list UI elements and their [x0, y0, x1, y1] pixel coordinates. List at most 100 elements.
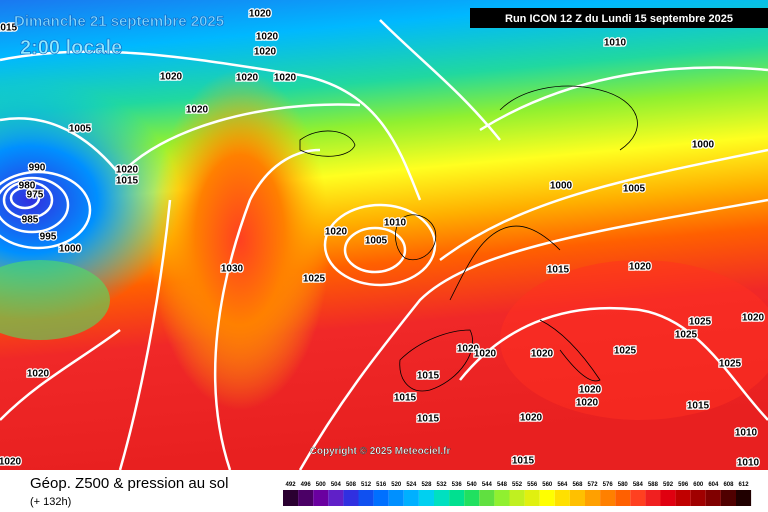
time: 2:00 locale [20, 37, 122, 59]
isobar-label: 1010 [384, 218, 407, 229]
legend-label: 516 [376, 482, 387, 488]
isobar-label: 1020 [27, 369, 50, 380]
isobar-label: 1020 [629, 262, 652, 273]
legend-label: 564 [557, 482, 568, 488]
legend-swatch [705, 490, 721, 506]
legend-label: 520 [391, 482, 402, 488]
isobar-label: 985 [22, 215, 39, 226]
legend-label: 524 [406, 482, 417, 488]
green-area [0, 260, 110, 340]
isobar-label: 1020 [520, 413, 543, 424]
legend-swatch [539, 490, 555, 506]
legend-swatch [449, 490, 465, 506]
legend-label: 536 [452, 482, 463, 488]
legend-swatch [569, 490, 585, 506]
legend-label: 568 [572, 482, 583, 488]
isobar-label: 1015 [417, 414, 440, 425]
legend-label: 604 [708, 482, 719, 488]
isobar-label: 1005 [623, 184, 646, 195]
isobar-label: 1020 [116, 165, 139, 176]
low-area [0, 80, 180, 320]
legend-label: 552 [512, 482, 523, 488]
isobar-label: 1015 [512, 456, 535, 467]
legend-swatch [736, 490, 752, 506]
legend-label: 576 [603, 482, 614, 488]
legend-swatch [418, 490, 434, 506]
legend-swatch [615, 490, 631, 506]
legend-label: 548 [497, 482, 508, 488]
legend-swatch [388, 490, 404, 506]
isobar-label: 1020 [256, 32, 279, 43]
red-area [500, 260, 768, 420]
isobar-label: 1020 [474, 349, 497, 360]
run-info: Run ICON 12 Z du Lundi 15 septembre 2025 [505, 13, 733, 25]
isobar-label: 1020 [0, 457, 22, 468]
legend-label: 612 [739, 482, 750, 488]
legend-swatch [283, 490, 299, 506]
map [0, 0, 768, 471]
legend-label: 556 [527, 482, 538, 488]
isobar-label: 1005 [69, 124, 92, 135]
legend-swatch [554, 490, 570, 506]
isobar-label: 1025 [614, 346, 637, 357]
footer-title: Géop. Z500 & pression au sol [30, 475, 228, 492]
legend-label: 540 [467, 482, 478, 488]
legend-label: 584 [633, 482, 644, 488]
isobar-label: 1000 [59, 244, 82, 255]
isobar-label: 1015 [547, 265, 570, 276]
isobar-label: 1020 [579, 385, 602, 396]
isobar-label: 990 [29, 163, 46, 174]
coastlines [299, 85, 638, 392]
isobar-label: 1015 [394, 393, 417, 404]
isobar-label: 1010 [737, 458, 760, 469]
isobar-label: 975 [27, 190, 44, 201]
isobar-label: 1020 [186, 105, 209, 116]
legend-label: 512 [361, 482, 372, 488]
legend: 492 496 500 504 508 512 516 520 524 528 532 536 540 5… [283, 482, 752, 506]
isobar-label: 1025 [719, 359, 742, 370]
isobar-label: 1020 [254, 47, 277, 58]
isobar-label: 1025 [689, 317, 712, 328]
legend-label: 580 [618, 482, 629, 488]
legend-label: 600 [693, 482, 704, 488]
isobar-label: 1005 [365, 236, 388, 247]
footer-lead: (+ 132h) [30, 496, 71, 508]
legend-swatch [720, 490, 736, 506]
legend-label: 532 [437, 482, 448, 488]
legend-label: 500 [316, 482, 327, 488]
legend-swatch [434, 490, 450, 506]
date: Dimanche 21 septembre 2025 [14, 13, 224, 30]
isobar-label: 1020 [236, 73, 259, 84]
legend-swatch [298, 490, 314, 506]
legend-swatch [343, 490, 359, 506]
isobar-label: 1000 [550, 181, 573, 192]
isobar-label: 1010 [735, 428, 758, 439]
legend-swatch [524, 490, 540, 506]
legend-swatch [403, 490, 419, 506]
legend-label: 544 [482, 482, 493, 488]
legend-label: 504 [331, 482, 342, 488]
legend-label: 592 [663, 482, 674, 488]
isobar-labels: 1015102010201020102010201020101010051020… [0, 7, 766, 470]
isobar-label: 1020 [325, 227, 348, 238]
run-box [470, 8, 768, 28]
isobar-label: 1020 [742, 313, 765, 324]
legend-swatch [690, 490, 706, 506]
legend-swatch [675, 490, 691, 506]
legend-swatch [373, 490, 389, 506]
isobar-label: 1020 [531, 349, 554, 360]
legend-swatch [509, 490, 525, 506]
legend-swatch [479, 490, 495, 506]
legend-label: 608 [723, 482, 734, 488]
isobar-label: 1015 [417, 371, 440, 382]
isobar-label: 1020 [457, 344, 480, 355]
legend-label: 588 [648, 482, 659, 488]
legend-label: 496 [301, 482, 312, 488]
isobar-label: 995 [40, 232, 57, 243]
isobar-label: 1020 [274, 73, 297, 84]
legend-label: 492 [286, 482, 297, 488]
isobar-label: 1030 [221, 264, 244, 275]
isobar-label: 980 [19, 181, 36, 192]
isobar-label: 1020 [249, 9, 272, 20]
legend-swatch [600, 490, 616, 506]
